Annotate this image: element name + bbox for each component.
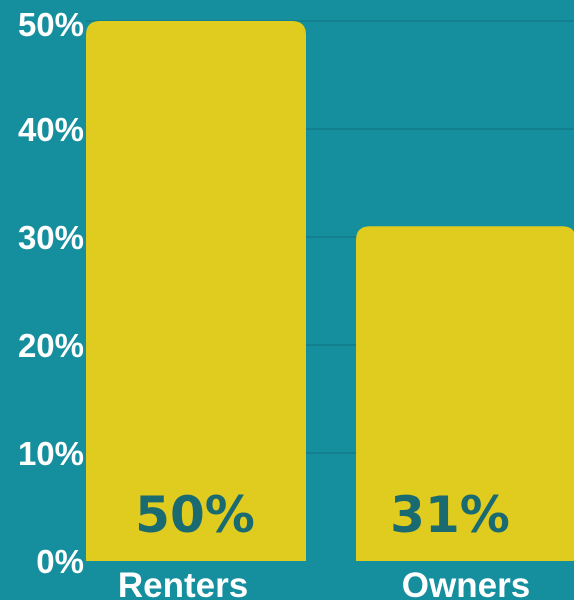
category-label: Renters bbox=[118, 566, 248, 600]
bar-owners bbox=[356, 226, 574, 561]
data-label: 31% bbox=[390, 486, 510, 544]
data-label: 50% bbox=[135, 486, 255, 544]
bars: 50% 31% bbox=[86, 21, 574, 561]
bar-renters bbox=[86, 21, 306, 561]
y-tick-label: 50% bbox=[18, 6, 84, 43]
y-tick-label: 40% bbox=[18, 111, 84, 148]
y-axis-ticks: 0% 10% 20% 30% 40% 50% bbox=[18, 6, 84, 580]
y-tick-label: 20% bbox=[18, 327, 84, 364]
y-tick-label: 0% bbox=[36, 543, 84, 580]
x-axis-categories: Renters Owners bbox=[118, 566, 530, 600]
category-label: Owners bbox=[402, 566, 530, 600]
y-tick-label: 30% bbox=[18, 219, 84, 256]
y-tick-label: 10% bbox=[18, 435, 84, 472]
